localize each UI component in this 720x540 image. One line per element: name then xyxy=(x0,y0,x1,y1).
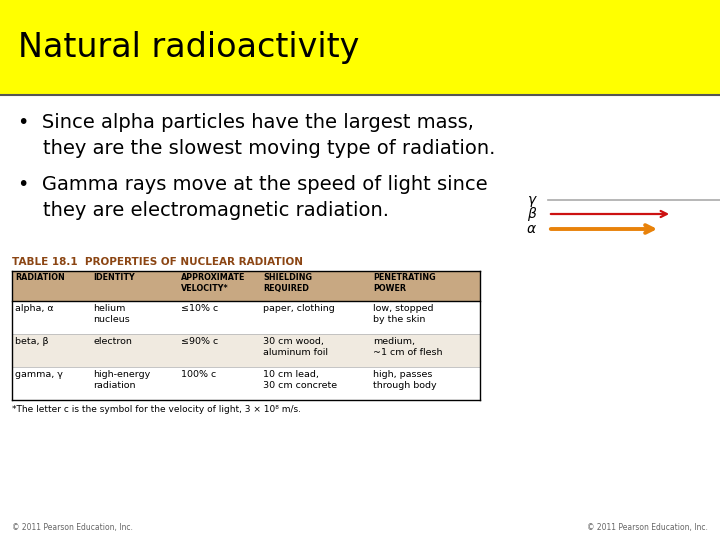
Text: gamma, γ: gamma, γ xyxy=(15,370,63,379)
Text: high-energy
radiation: high-energy radiation xyxy=(93,370,150,390)
Text: PENETRATING
POWER: PENETRATING POWER xyxy=(373,273,436,293)
Text: α: α xyxy=(527,222,536,236)
Text: RADIATION: RADIATION xyxy=(15,273,65,282)
Bar xyxy=(12,271,480,301)
Text: medium,
~1 cm of flesh: medium, ~1 cm of flesh xyxy=(373,337,443,357)
Text: APPROXIMATE
VELOCITY*: APPROXIMATE VELOCITY* xyxy=(181,273,246,293)
Text: they are electromagnetic radiation.: they are electromagnetic radiation. xyxy=(18,201,389,220)
Text: © 2011 Pearson Education, Inc.: © 2011 Pearson Education, Inc. xyxy=(587,523,708,532)
Text: paper, clothing: paper, clothing xyxy=(263,304,335,313)
Text: IDENTITY: IDENTITY xyxy=(93,273,135,282)
Text: •  Gamma rays move at the speed of light since: • Gamma rays move at the speed of light … xyxy=(18,175,487,194)
Text: 100% c: 100% c xyxy=(181,370,216,379)
Text: γ: γ xyxy=(528,193,536,207)
Text: ≤90% c: ≤90% c xyxy=(181,337,218,346)
Text: 30 cm wood,
aluminum foil: 30 cm wood, aluminum foil xyxy=(263,337,328,357)
Text: Natural radioactivity: Natural radioactivity xyxy=(18,31,359,64)
Text: electron: electron xyxy=(93,337,132,346)
Text: β: β xyxy=(527,207,536,221)
Text: beta, β: beta, β xyxy=(15,337,48,346)
Text: high, passes
through body: high, passes through body xyxy=(373,370,436,390)
Text: •  Since alpha particles have the largest mass,: • Since alpha particles have the largest… xyxy=(18,113,474,132)
Bar xyxy=(12,334,480,367)
Text: they are the slowest moving type of radiation.: they are the slowest moving type of radi… xyxy=(18,139,495,158)
Text: TABLE 18.1  PROPERTIES OF NUCLEAR RADIATION: TABLE 18.1 PROPERTIES OF NUCLEAR RADIATI… xyxy=(12,257,303,267)
Text: ≤10% c: ≤10% c xyxy=(181,304,218,313)
Text: low, stopped
by the skin: low, stopped by the skin xyxy=(373,304,433,324)
Text: *The letter c is the symbol for the velocity of light, 3 × 10⁸ m/s.: *The letter c is the symbol for the velo… xyxy=(12,405,301,414)
Bar xyxy=(0,0,720,95)
Text: alpha, α: alpha, α xyxy=(15,304,53,313)
Text: SHIELDING
REQUIRED: SHIELDING REQUIRED xyxy=(263,273,312,293)
Text: © 2011 Pearson Education, Inc.: © 2011 Pearson Education, Inc. xyxy=(12,523,133,532)
Text: 10 cm lead,
30 cm concrete: 10 cm lead, 30 cm concrete xyxy=(263,370,337,390)
Text: helium
nucleus: helium nucleus xyxy=(93,304,130,324)
